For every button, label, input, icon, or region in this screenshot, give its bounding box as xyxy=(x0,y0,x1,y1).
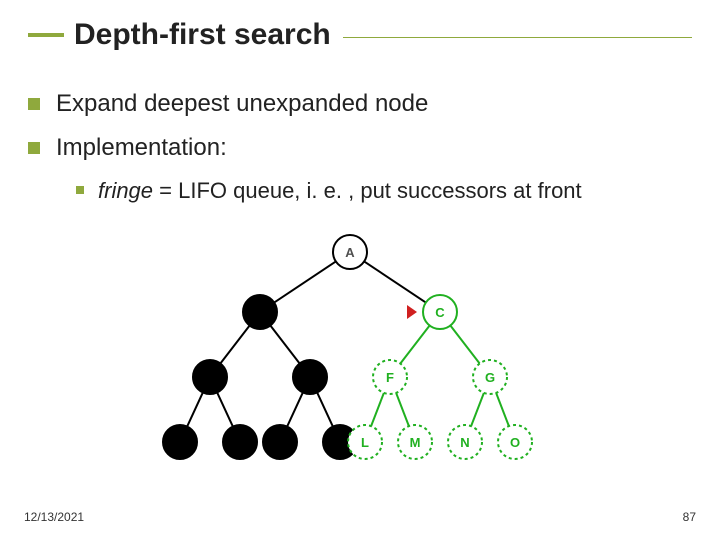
footer-date: 12/13/2021 xyxy=(24,510,84,524)
svg-text:G: G xyxy=(485,370,495,385)
svg-text:N: N xyxy=(460,435,469,450)
tree-diagram: A C F G L M N O xyxy=(150,232,570,492)
bullet-2-text: Implementation: xyxy=(56,134,227,162)
svg-text:L: L xyxy=(361,435,369,450)
svg-text:A: A xyxy=(345,245,355,260)
content-area: Expand deepest unexpanded node Implement… xyxy=(28,90,692,204)
title-accent xyxy=(28,33,64,37)
sub-bullet: fringe = LIFO queue, i. e. , put success… xyxy=(76,178,692,204)
bullet-2: Implementation: xyxy=(28,134,692,162)
title-bar: Depth-first search xyxy=(28,18,692,52)
slide-title: Depth-first search xyxy=(74,18,331,52)
bullet-1: Expand deepest unexpanded node xyxy=(28,90,692,118)
bullet-square-small-icon xyxy=(76,186,84,194)
sub-bullet-text: fringe = LIFO queue, i. e. , put success… xyxy=(98,178,582,204)
svg-text:C: C xyxy=(435,305,445,320)
bullet-square-icon xyxy=(28,98,40,110)
bullet-1-text: Expand deepest unexpanded node xyxy=(56,90,428,118)
tree-svg: A C F G L M N O xyxy=(150,232,570,492)
svg-text:O: O xyxy=(510,435,520,450)
svg-text:F: F xyxy=(386,370,394,385)
bullet-square-icon xyxy=(28,142,40,154)
footer-page-number: 87 xyxy=(683,510,696,524)
title-underline xyxy=(343,37,692,38)
sub-bullet-rest: = LIFO queue, i. e. , put successors at … xyxy=(153,178,582,203)
svg-text:M: M xyxy=(410,435,421,450)
fringe-word: fringe xyxy=(98,178,153,203)
